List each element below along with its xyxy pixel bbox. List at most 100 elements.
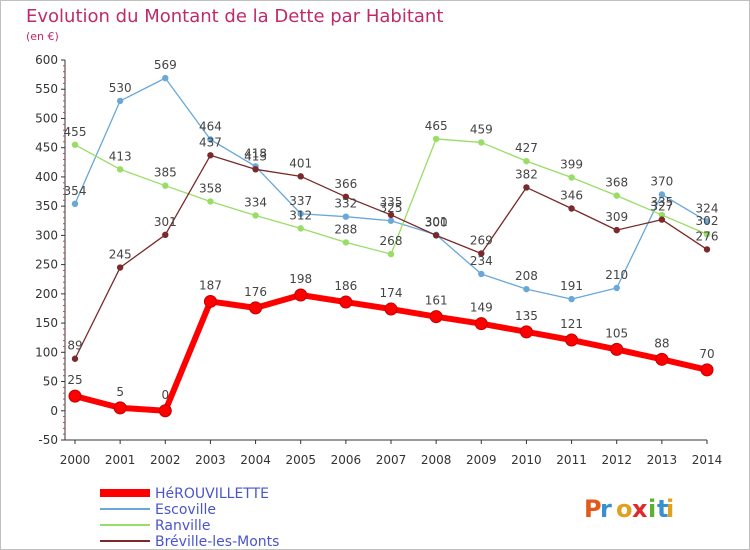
legend: HéROUVILLETTEEscovilleRanvilleBréville-l… — [100, 486, 279, 550]
logo-letter: t — [657, 495, 668, 523]
data-point — [387, 217, 395, 224]
data-label: 288 — [334, 222, 357, 236]
y-tick-label: 200 — [35, 287, 58, 301]
data-label: 135 — [515, 309, 538, 323]
data-label: 176 — [244, 285, 267, 299]
data-point — [478, 139, 485, 146]
y-tick-label: 600 — [35, 53, 58, 67]
data-point — [162, 231, 169, 238]
y-tick-label: 550 — [35, 82, 58, 96]
data-label: 327 — [650, 200, 673, 214]
data-label: 530 — [109, 81, 132, 95]
data-point — [658, 211, 666, 219]
data-label: 301 — [154, 215, 177, 229]
x-tick-label: 2004 — [240, 453, 271, 467]
x-tick-label: 2006 — [331, 453, 362, 467]
data-label: 174 — [380, 286, 403, 300]
legend-label: Bréville-les-Monts — [155, 534, 279, 550]
y-tick-label: 350 — [35, 199, 58, 213]
data-point — [432, 232, 440, 239]
data-point — [658, 216, 666, 223]
data-label: 464 — [199, 120, 222, 134]
data-point — [116, 166, 124, 173]
data-point — [703, 218, 711, 225]
logo-letter: i — [648, 495, 656, 523]
data-label: 186 — [334, 279, 357, 293]
data-label: 370 — [650, 174, 673, 188]
x-tick-label: 2010 — [511, 453, 542, 467]
logo-letter: P — [584, 495, 602, 523]
data-point — [387, 250, 395, 258]
data-label: 312 — [289, 208, 312, 222]
data-point — [71, 355, 79, 362]
data-point — [207, 152, 214, 159]
data-point — [429, 310, 443, 324]
data-point — [568, 295, 575, 303]
y-tick-label: 400 — [35, 170, 58, 184]
data-label: 334 — [244, 196, 267, 210]
data-label: 427 — [515, 141, 538, 155]
legend-label: HéROUVILLETTE — [155, 486, 269, 502]
data-label: 368 — [605, 176, 628, 190]
x-tick-label: 2001 — [105, 453, 136, 467]
data-point — [71, 200, 79, 208]
data-point — [342, 239, 350, 246]
data-point — [297, 210, 304, 217]
data-point — [703, 246, 711, 253]
data-label: 358 — [199, 181, 222, 195]
data-label: 105 — [605, 326, 628, 340]
data-label: 149 — [470, 301, 493, 315]
data-label: 309 — [605, 210, 628, 224]
data-label: 437 — [199, 135, 222, 149]
data-label: 276 — [696, 229, 719, 243]
data-label: 325 — [380, 201, 403, 215]
data-label: 382 — [515, 167, 538, 181]
data-label: 70 — [699, 347, 714, 361]
data-labels: 354 530 569 464 418 337 332 325 301 234 208 191 210 3… — [64, 58, 719, 402]
y-tick-label: 450 — [35, 141, 58, 155]
data-point — [655, 352, 669, 366]
data-label: 300 — [425, 215, 448, 229]
data-point — [523, 285, 530, 293]
y-tick-label: 50 — [43, 375, 58, 389]
y-tick-label: 500 — [35, 111, 58, 125]
data-point — [203, 294, 217, 308]
data-point — [113, 401, 127, 415]
data-label: 302 — [696, 214, 719, 228]
y-tick-label: 150 — [35, 316, 58, 330]
x-tick-label: 2007 — [376, 453, 407, 467]
data-label: 569 — [154, 58, 177, 72]
data-point — [613, 192, 620, 199]
data-label: 198 — [289, 272, 312, 286]
data-point — [297, 225, 304, 232]
data-point — [658, 191, 666, 198]
data-point — [342, 213, 350, 220]
data-label: 455 — [64, 125, 87, 139]
data-point — [474, 317, 488, 331]
data-point — [207, 198, 214, 205]
data-label: 413 — [109, 149, 132, 163]
data-point — [116, 97, 124, 105]
data-label: 234 — [470, 254, 493, 268]
data-point — [162, 182, 169, 189]
data-label: 25 — [67, 373, 82, 387]
data-label: 89 — [67, 339, 82, 353]
data-label: 346 — [560, 188, 583, 202]
series-layer — [68, 74, 714, 418]
data-label: 465 — [425, 119, 448, 133]
data-label: 418 — [244, 146, 267, 160]
data-point — [565, 333, 579, 347]
x-tick-label: 2008 — [421, 453, 452, 467]
chart-subtitle: (en €) — [26, 30, 59, 43]
data-label: 5 — [116, 385, 124, 399]
data-label: 385 — [154, 166, 177, 180]
y-tick-label: -50 — [38, 433, 58, 447]
logo-letter: r — [600, 495, 612, 523]
data-label: 121 — [560, 317, 583, 331]
logo-letter: x — [632, 495, 648, 523]
data-label: 208 — [515, 269, 538, 283]
data-point — [523, 157, 530, 165]
data-point — [71, 141, 79, 148]
data-point — [478, 250, 485, 257]
